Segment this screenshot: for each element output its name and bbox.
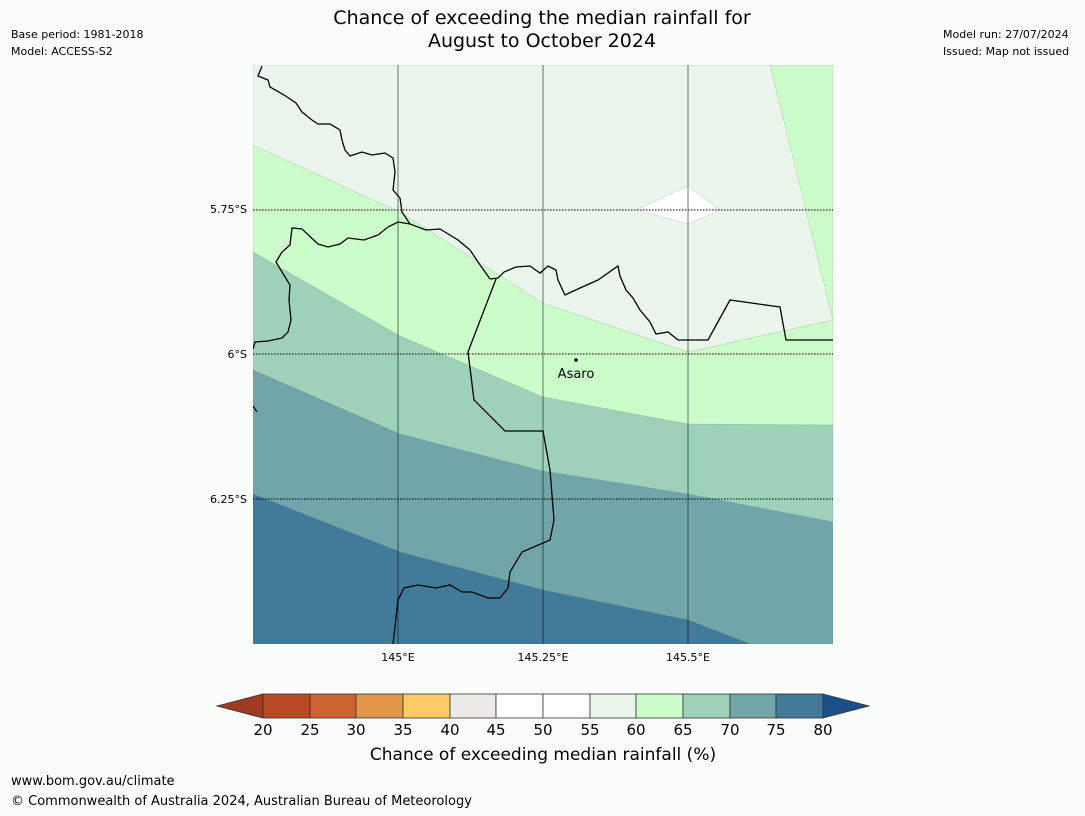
- border-line: [392, 278, 555, 644]
- lat-label: 6°S: [228, 348, 247, 361]
- colorbar-tick: 45: [486, 721, 505, 739]
- zone-75-80: [253, 493, 751, 644]
- model-name-text: Model: ACCESS-S2: [11, 45, 113, 58]
- colorbar-segment: [589, 693, 637, 719]
- lon-label: 145.5°E: [666, 651, 710, 664]
- colorbar-segment: [262, 693, 311, 719]
- website-url: www.bom.gov.au/climate: [11, 774, 175, 789]
- colorbar-tick: 30: [346, 721, 365, 739]
- base-period-text: Base period: 1981-2018: [11, 28, 144, 41]
- issued-text: Issued: Map not issued: [943, 45, 1070, 58]
- zone-50-55: [635, 185, 721, 225]
- title-line-2: August to October 2024: [427, 30, 657, 52]
- lon-label: 145°E: [381, 651, 414, 664]
- colorbar-ticks: 20 25 30 35 40 45 50 55 60 65 70 75 80: [253, 721, 832, 739]
- colorbar-segment: [309, 693, 357, 719]
- border-line: [253, 405, 258, 413]
- colorbar-tick: 50: [533, 721, 552, 739]
- colorbar-segment: [355, 693, 404, 719]
- map-title: Chance of exceeding the median rainfall …: [242, 7, 842, 53]
- lon-label: 145.25°E: [518, 651, 569, 664]
- colorbar-extend-high: [822, 693, 871, 719]
- run-info: Model run: 27/07/2024 Issued: Map not is…: [943, 26, 1069, 60]
- colorbar-segment: [729, 693, 777, 719]
- colorbar-segment: [402, 693, 451, 719]
- province-borders: [253, 65, 833, 644]
- colorbar-extend-low: [215, 693, 264, 719]
- border-line: [253, 221, 491, 350]
- colorbar-tick: 40: [440, 721, 459, 739]
- graticule: [253, 65, 833, 644]
- colorbar-tick: 25: [300, 721, 319, 739]
- border-line: [489, 264, 833, 341]
- colorbar-tick: 20: [253, 721, 272, 739]
- asaro-marker: [574, 358, 578, 362]
- colorbar-tick: 80: [813, 721, 832, 739]
- colorbar-segment: [682, 693, 731, 719]
- copyright-text: © Commonwealth of Australia 2024, Austra…: [11, 794, 472, 809]
- border-line: [257, 65, 411, 225]
- lat-label: 5.75°S: [210, 203, 247, 216]
- colorbar-tick: 35: [393, 721, 412, 739]
- colorbar-tick: 75: [766, 721, 785, 739]
- colorbar: [215, 693, 871, 719]
- colorbar-segment: [775, 693, 824, 719]
- colorbar-segment: [495, 693, 544, 719]
- colorbar-segment: [542, 693, 591, 719]
- asaro-label: Asaro: [558, 367, 595, 382]
- model-info: Base period: 1981-2018 Model: ACCESS-S2: [11, 26, 143, 60]
- latitude-labels: 5.75°S 6°S 6.25°S: [210, 203, 247, 506]
- model-run-text: Model run: 27/07/2024: [943, 28, 1069, 41]
- lat-label: 6.25°S: [210, 493, 247, 506]
- colorbar-segment: [449, 693, 497, 719]
- title-line-1: Chance of exceeding the median rainfall …: [333, 7, 751, 29]
- colorbar-label: Chance of exceeding median rainfall (%): [369, 745, 717, 765]
- colorbar-tick: 65: [673, 721, 692, 739]
- colorbar-tick: 70: [720, 721, 739, 739]
- colorbar-tick: 55: [580, 721, 599, 739]
- colorbar-segment: [635, 693, 684, 719]
- colorbar-tick: 60: [626, 721, 645, 739]
- longitude-labels: 145°E 145.25°E 145.5°E: [381, 651, 710, 664]
